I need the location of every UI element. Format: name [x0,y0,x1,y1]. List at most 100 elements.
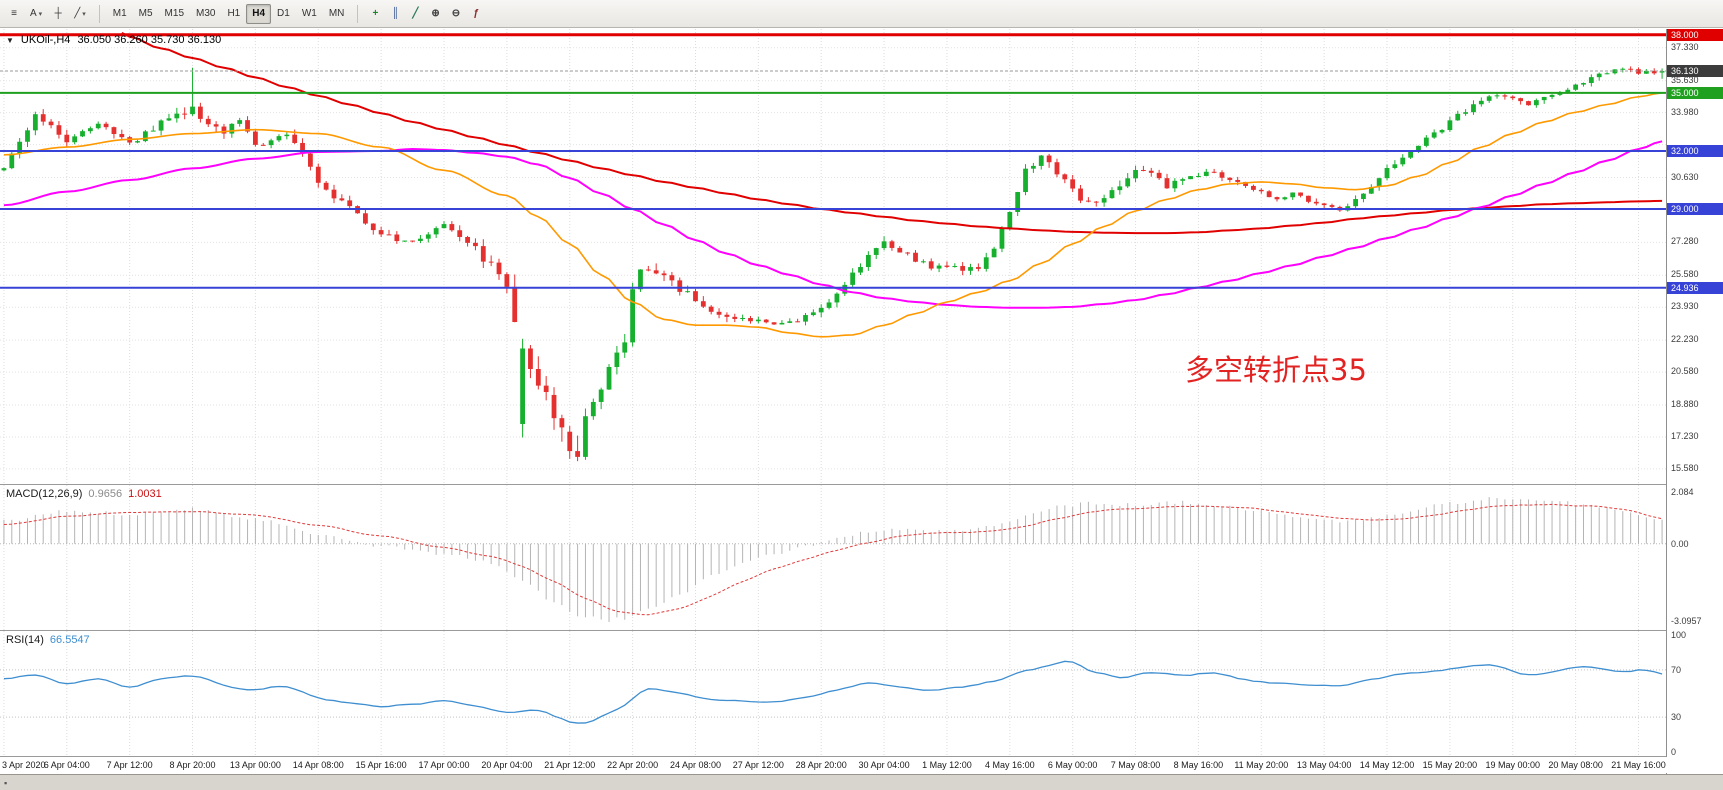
rsi-axis-label: 0 [1671,747,1677,758]
price-axis-label: 23.930 [1671,301,1699,312]
candlestick-chart-icon[interactable]: ║ [391,8,399,19]
price-axis[interactable]: 38.000 37.330 36.130 35.630 35.000 33.980 32.0… [1666,29,1723,774]
time-axis-label: 15 Apr 16:00 [355,760,407,770]
time-axis-label: 30 Apr 04:00 [858,760,910,770]
rsi-label: RSI(14) 66.5547 [6,634,90,646]
price-axis-label: 33.980 [1671,106,1699,117]
collapse-chart-icon[interactable]: ▼ [6,35,14,45]
time-axis-label: 4 May 16:00 [985,760,1035,770]
time-axis-label: 13 May 04:00 [1296,760,1352,770]
main-chart-canvas[interactable] [0,29,1666,484]
price-axis-label: 15.580 [1671,462,1699,473]
price-axis-label: 37.330 [1671,41,1699,52]
toolbar-separator [98,4,100,23]
rsi-axis-label: 30 [1671,712,1682,723]
indicators-icon[interactable]: ƒ [473,8,479,19]
macd-axis-label: 2.084 [1671,486,1694,497]
chart-macd-splitter[interactable] [0,484,1723,485]
candlesticks [1,66,1665,462]
time-axis-label: 15 May 20:00 [1422,760,1478,770]
ma-mid-magenta[interactable] [3,140,1663,309]
time-axis-label: 21 Apr 12:00 [544,760,596,770]
new-order-icon[interactable]: + [372,8,379,19]
price-axis-label: 30.630 [1671,171,1699,182]
toolbar-right-group: + ║ ╱ ⊕ ⊖ ƒ [365,4,486,24]
dropdown-caret-icon: ▾ [38,10,43,18]
timeframe-mn[interactable]: MN [328,8,345,19]
timeframe-h1[interactable]: H1 [227,8,241,19]
time-axis-label: 8 May 16:00 [1173,760,1224,770]
price-level-label: 36.130 [1667,65,1723,77]
time-axis-label: 13 Apr 00:00 [229,760,281,770]
rsi-axis-label: 70 [1671,664,1682,675]
rsi-value: 66.5547 [49,634,90,646]
status-bar-icon[interactable]: ▪ [4,777,8,788]
price-level-label: 24.936 [1667,281,1723,294]
time-axis-label: 28 Apr 20:00 [795,760,847,770]
chart-symbol-period: UKOil-,H4 [20,34,71,46]
macd-canvas[interactable] [0,485,1666,630]
ma-slow-red[interactable] [121,31,1663,235]
macd-label: MACD(12,26,9) 0.9656 1.0031 [6,488,162,500]
time-axis-label: 8 Apr 20:00 [169,760,216,770]
timeframe-m30[interactable]: M30 [196,8,216,19]
rsi-axis-label: 100 [1671,629,1687,640]
crosshair-tool-icon[interactable]: ┼ [54,8,62,19]
macd-title: MACD(12,26,9) [6,488,83,500]
price-axis-label: 17.230 [1671,430,1699,441]
grid [0,631,1666,756]
price-level-label: 29.000 [1667,203,1723,216]
chart-annotation-text[interactable]: 多空转折点35 [1185,353,1367,387]
zoom-out-icon[interactable]: ⊖ [451,8,461,19]
horizontal-level-lines[interactable] [0,33,1666,289]
rsi-canvas[interactable] [0,631,1666,756]
price-axis-label: 20.580 [1671,366,1699,377]
timeframe-h4[interactable]: H4 [246,3,272,24]
time-axis-label: 7 Apr 12:00 [106,760,153,770]
time-axis-label: 20 Apr 04:00 [481,760,533,770]
price-axis-label: 25.580 [1671,269,1699,280]
time-axis-label: 1 May 12:00 [922,760,972,770]
price-level-label: 32.000 [1667,144,1723,157]
price-axis-label: 22.230 [1671,334,1699,345]
timeframe-m5[interactable]: M5 [138,8,153,19]
price-axis-label: 27.280 [1671,236,1699,247]
zoom-in-icon[interactable]: ⊕ [431,8,440,19]
dropdown-caret-icon: ▾ [82,10,86,18]
rsi-timescale-splitter[interactable] [0,756,1723,757]
time-axis-label: 19 May 00:00 [1485,760,1541,770]
timeframe-m1[interactable]: M1 [112,8,127,19]
grid [0,485,1666,630]
time-axis-label: 11 May 20:00 [1234,760,1289,770]
price-level-label: 38.000 [1667,29,1723,41]
time-axis-label: 22 Apr 20:00 [607,760,659,770]
toolbar-left-group: ≡ A ▾ ┼ ╱ ▾ [4,4,92,24]
price-axis-label: 18.880 [1671,399,1699,409]
ma-fast-orange[interactable] [3,92,1663,338]
macd-signal-line [3,503,1663,616]
draw-tools-icon[interactable]: ╱ ▾ [74,8,86,19]
charts-menu-icon[interactable]: ≡ [11,8,17,19]
time-axis-label: 14 May 12:00 [1359,760,1415,770]
time-axis-label: 7 May 08:00 [1110,760,1161,770]
time-axis-label: 27 Apr 12:00 [732,760,784,770]
price-axis-label: 35.630 [1671,74,1699,85]
macd-histogram [3,497,1663,622]
text-label-tool-icon[interactable]: A ▾ [30,8,43,19]
macd-panel: MACD(12,26,9) 0.9656 1.0031 [0,485,1666,630]
time-axis-label: 14 Apr 08:00 [292,760,344,770]
status-bar: ▪ [0,774,1723,790]
macd-rsi-splitter[interactable] [0,630,1723,631]
line-chart-icon[interactable]: ╱ [412,8,419,19]
chart-header: ▼ UKOil-,H4 36.050 36.260 35.730 36.130 [6,34,221,46]
time-axis[interactable]: 3 Apr 2020 6 Apr 04:00 7 Apr 12:00 8 Apr 20… [0,757,1723,773]
main-chart-panel: ▼ UKOil-,H4 36.050 36.260 35.730 36.130 … [0,29,1666,484]
price-level-label: 35.000 [1667,86,1723,99]
macd-main-value: 0.9656 [88,488,123,500]
timeframe-w1[interactable]: W1 [301,8,317,19]
timeframe-group: M1 M5 M15 M30 H1 H4 D1 W1 MN [107,3,351,24]
timeframe-m15[interactable]: M15 [164,8,184,19]
timeframe-d1[interactable]: D1 [277,8,290,19]
toolbar: ≡ A ▾ ┼ ╱ ▾ M1 M5 M15 M30 H1 H4 D1 W1 MN + ║ ╱ ⊕ ⊖ ƒ [0,0,1723,28]
